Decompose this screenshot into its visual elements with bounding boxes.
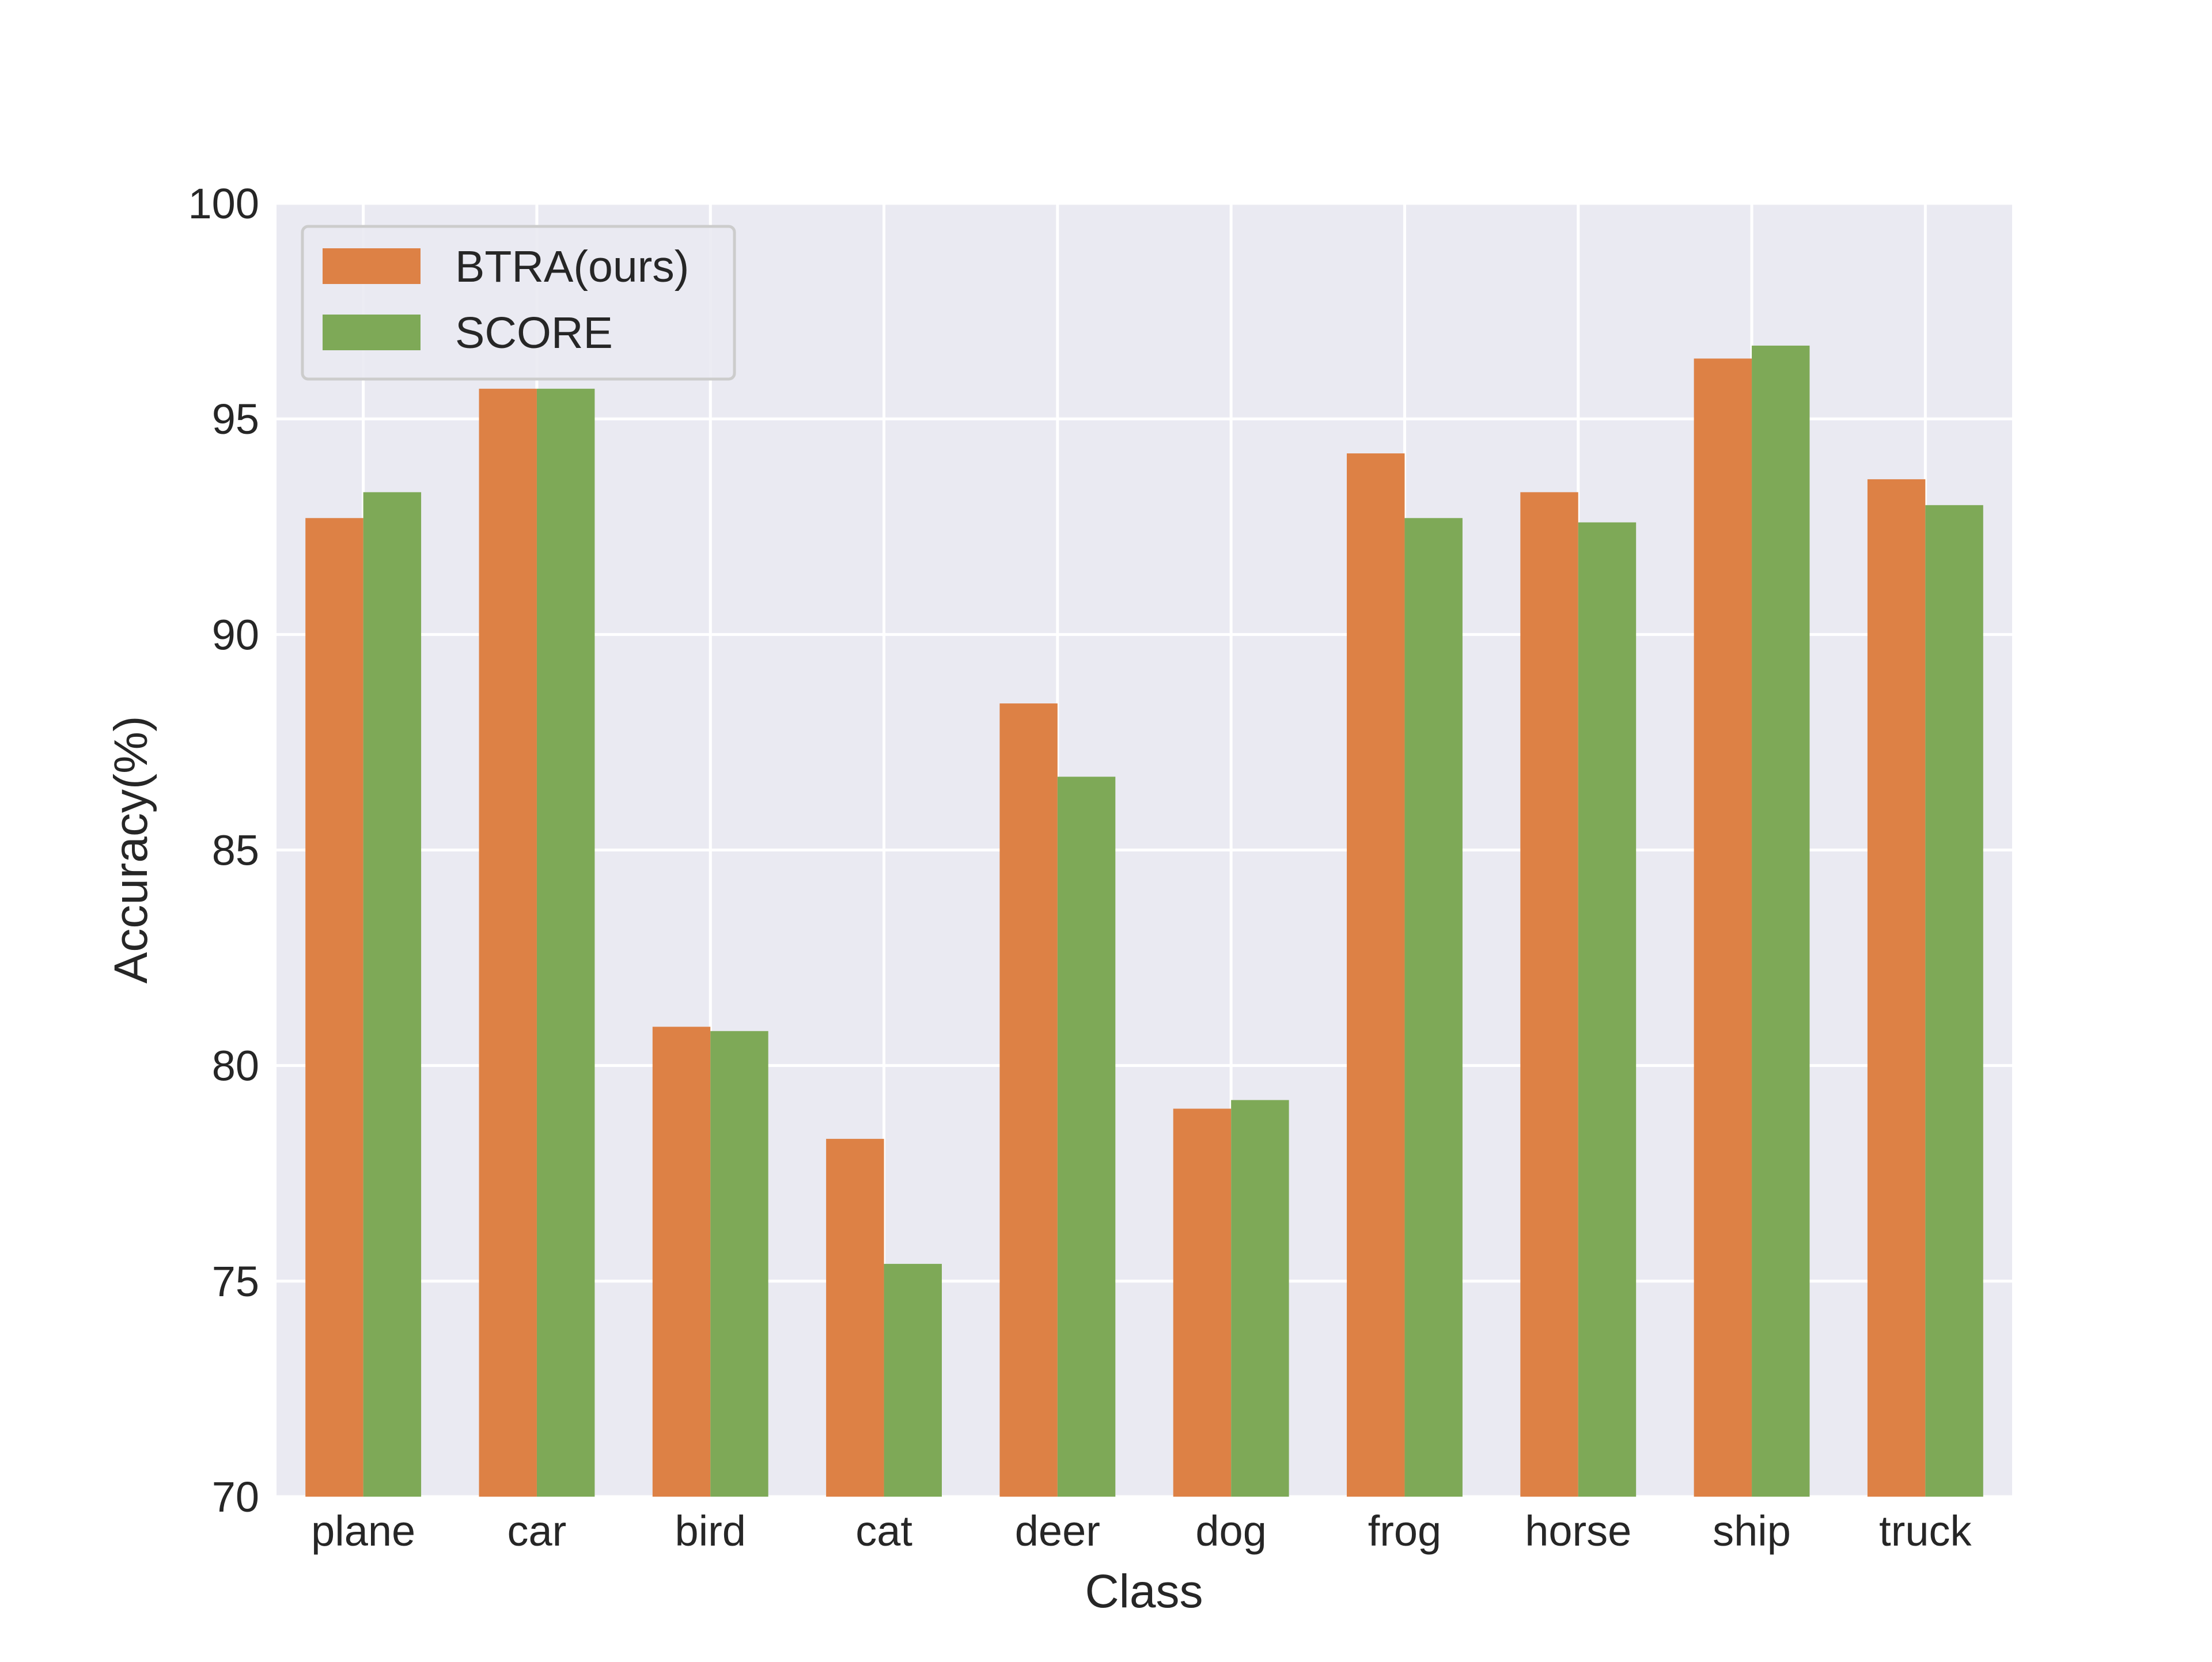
x-tick-label: truck bbox=[1879, 1507, 1972, 1555]
y-tick-label: 80 bbox=[212, 1042, 259, 1090]
x-tick-label: plane bbox=[311, 1507, 415, 1555]
y-tick-labels: 70 75 80 85 90 95 100 bbox=[188, 180, 259, 1521]
bar-deer-score bbox=[1057, 777, 1116, 1497]
x-tick-labels: plane car bird cat deer dog frog horse ship truck bbox=[311, 1507, 1972, 1555]
bar-horse-score bbox=[1578, 522, 1637, 1497]
bar-horse-btra bbox=[1520, 492, 1578, 1497]
legend-label: SCORE bbox=[455, 308, 613, 358]
x-tick-label: bird bbox=[675, 1507, 746, 1555]
bars bbox=[305, 345, 1983, 1497]
x-tick-label: deer bbox=[1015, 1507, 1100, 1555]
x-tick-label: cat bbox=[855, 1507, 912, 1555]
y-tick-label: 85 bbox=[212, 827, 259, 874]
x-tick-label: car bbox=[507, 1507, 567, 1555]
x-axis-label: Class bbox=[1085, 1565, 1203, 1618]
y-tick-label: 95 bbox=[212, 395, 259, 443]
bar-cat-score bbox=[884, 1263, 942, 1497]
bar-bird-score bbox=[710, 1031, 768, 1497]
bar-truck-btra bbox=[1867, 479, 1926, 1497]
x-tick-label: dog bbox=[1195, 1507, 1266, 1555]
bar-dog-btra bbox=[1173, 1108, 1232, 1497]
legend-label: BTRA(ours) bbox=[455, 242, 689, 291]
y-axis-label: Accuracy(%) bbox=[105, 716, 157, 984]
bar-deer-btra bbox=[999, 703, 1058, 1497]
bar-dog-score bbox=[1231, 1100, 1289, 1497]
bar-bird-btra bbox=[652, 1027, 711, 1497]
legend-swatch bbox=[323, 248, 421, 284]
y-tick-label: 90 bbox=[212, 611, 259, 658]
bar-frog-score bbox=[1404, 518, 1463, 1497]
bar-plane-btra bbox=[305, 518, 363, 1497]
bar-ship-btra bbox=[1694, 358, 1752, 1497]
bar-car-score bbox=[536, 388, 595, 1497]
bar-car-btra bbox=[479, 388, 537, 1497]
y-tick-label: 100 bbox=[188, 180, 259, 228]
legend: BTRA(ours) SCORE bbox=[301, 225, 736, 381]
bar-ship-score bbox=[1752, 345, 1810, 1497]
bar-plane-score bbox=[363, 492, 422, 1497]
x-tick-label: horse bbox=[1525, 1507, 1631, 1555]
bar-frog-btra bbox=[1347, 453, 1405, 1497]
x-tick-label: ship bbox=[1713, 1507, 1791, 1555]
y-tick-label: 75 bbox=[212, 1258, 259, 1305]
bar-truck-score bbox=[1925, 505, 1983, 1497]
x-tick-label: frog bbox=[1368, 1507, 1442, 1555]
legend-swatch bbox=[323, 315, 421, 350]
bar-cat-btra bbox=[826, 1138, 884, 1497]
y-tick-label: 70 bbox=[212, 1473, 259, 1521]
